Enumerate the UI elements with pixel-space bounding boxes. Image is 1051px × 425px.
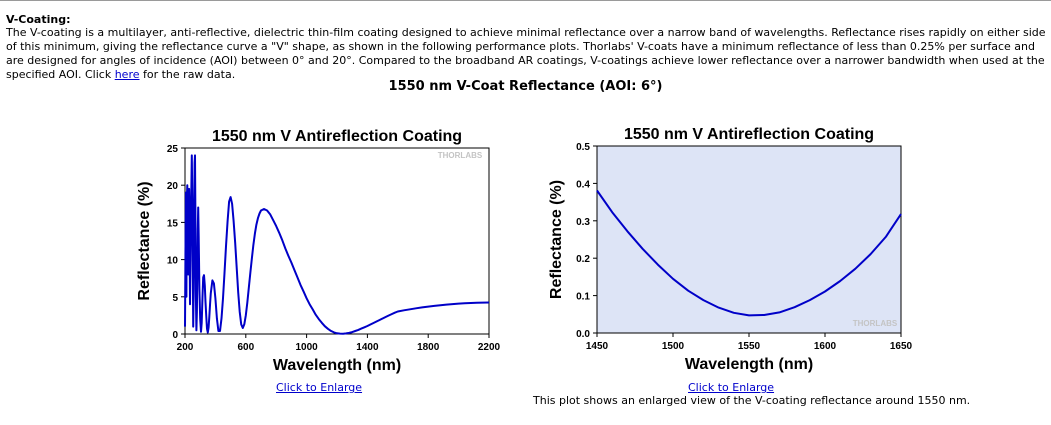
x-tick-label: 1450 — [586, 341, 609, 352]
x-tick-label: 1650 — [890, 341, 913, 352]
x-tick-label: 1550 — [738, 341, 761, 352]
reflectance-series-line — [596, 189, 902, 317]
intro-paragraph: The V-coating is a multilayer, anti-refl… — [6, 26, 1046, 82]
y-tick-label: 0.1 — [576, 292, 590, 303]
y-tick-label: 25 — [167, 144, 179, 155]
y-tick-label: 0 — [172, 330, 178, 341]
intro-text: The V-coating is a multilayer, anti-refl… — [6, 26, 1046, 81]
y-tick-label: 0.3 — [576, 217, 590, 228]
right-enlarge-link[interactable]: Click to Enlarge — [688, 381, 775, 394]
plots-title: 1550 nm V-Coat Reflectance (AOI: 6°) — [388, 79, 663, 94]
y-tick-label: 0.2 — [576, 254, 590, 265]
x-tick-label: 2200 — [478, 342, 501, 353]
y-tick-label: 20 — [167, 181, 179, 192]
y-axis-label: Reflectance (%) — [136, 181, 153, 300]
reflectance-series-line — [184, 154, 490, 335]
thorlabs-watermark: THORLABS — [438, 151, 483, 160]
x-tick-label: 600 — [237, 342, 254, 353]
left-enlarge-link[interactable]: Click to Enlarge — [276, 381, 363, 394]
zoomed-reflectance-chart[interactable]: 1550 nm V Antireflection Coating Waveleng… — [540, 118, 920, 378]
section-heading: V-Coating: — [6, 13, 71, 26]
zoom-plot-caption: This plot shows an enlarged view of the … — [533, 394, 971, 407]
intro-text-end: for the raw data. — [139, 68, 236, 81]
x-tick-label: 1800 — [417, 342, 440, 353]
x-tick-label: 200 — [177, 342, 194, 353]
broadband-reflectance-chart[interactable]: 1550 nm V Antireflection Coating Waveleng… — [130, 118, 510, 378]
y-axis-label: Reflectance (%) — [548, 180, 565, 299]
y-tick-label: 15 — [167, 218, 179, 229]
x-tick-label: 1500 — [662, 341, 685, 352]
x-tick-label: 1400 — [356, 342, 379, 353]
plot-area — [596, 145, 902, 334]
raw-data-link[interactable]: here — [114, 68, 140, 81]
chart-title: 1550 nm V Antireflection Coating — [624, 126, 874, 143]
y-tick-label: 0.5 — [576, 142, 590, 153]
y-tick-label: 10 — [167, 256, 179, 267]
y-tick-label: 0.0 — [576, 329, 590, 340]
x-axis-label: Wavelength (nm) — [273, 357, 401, 374]
x-tick-label: 1000 — [295, 342, 318, 353]
y-tick-label: 0.4 — [576, 179, 590, 190]
top-rule — [0, 0, 1051, 1]
x-tick-label: 1600 — [814, 341, 837, 352]
y-tick-label: 5 — [172, 293, 178, 304]
thorlabs-watermark: THORLABS — [853, 319, 898, 328]
plot-area — [184, 147, 490, 335]
chart-title: 1550 nm V Antireflection Coating — [212, 128, 462, 145]
x-axis-label: Wavelength (nm) — [685, 356, 813, 373]
